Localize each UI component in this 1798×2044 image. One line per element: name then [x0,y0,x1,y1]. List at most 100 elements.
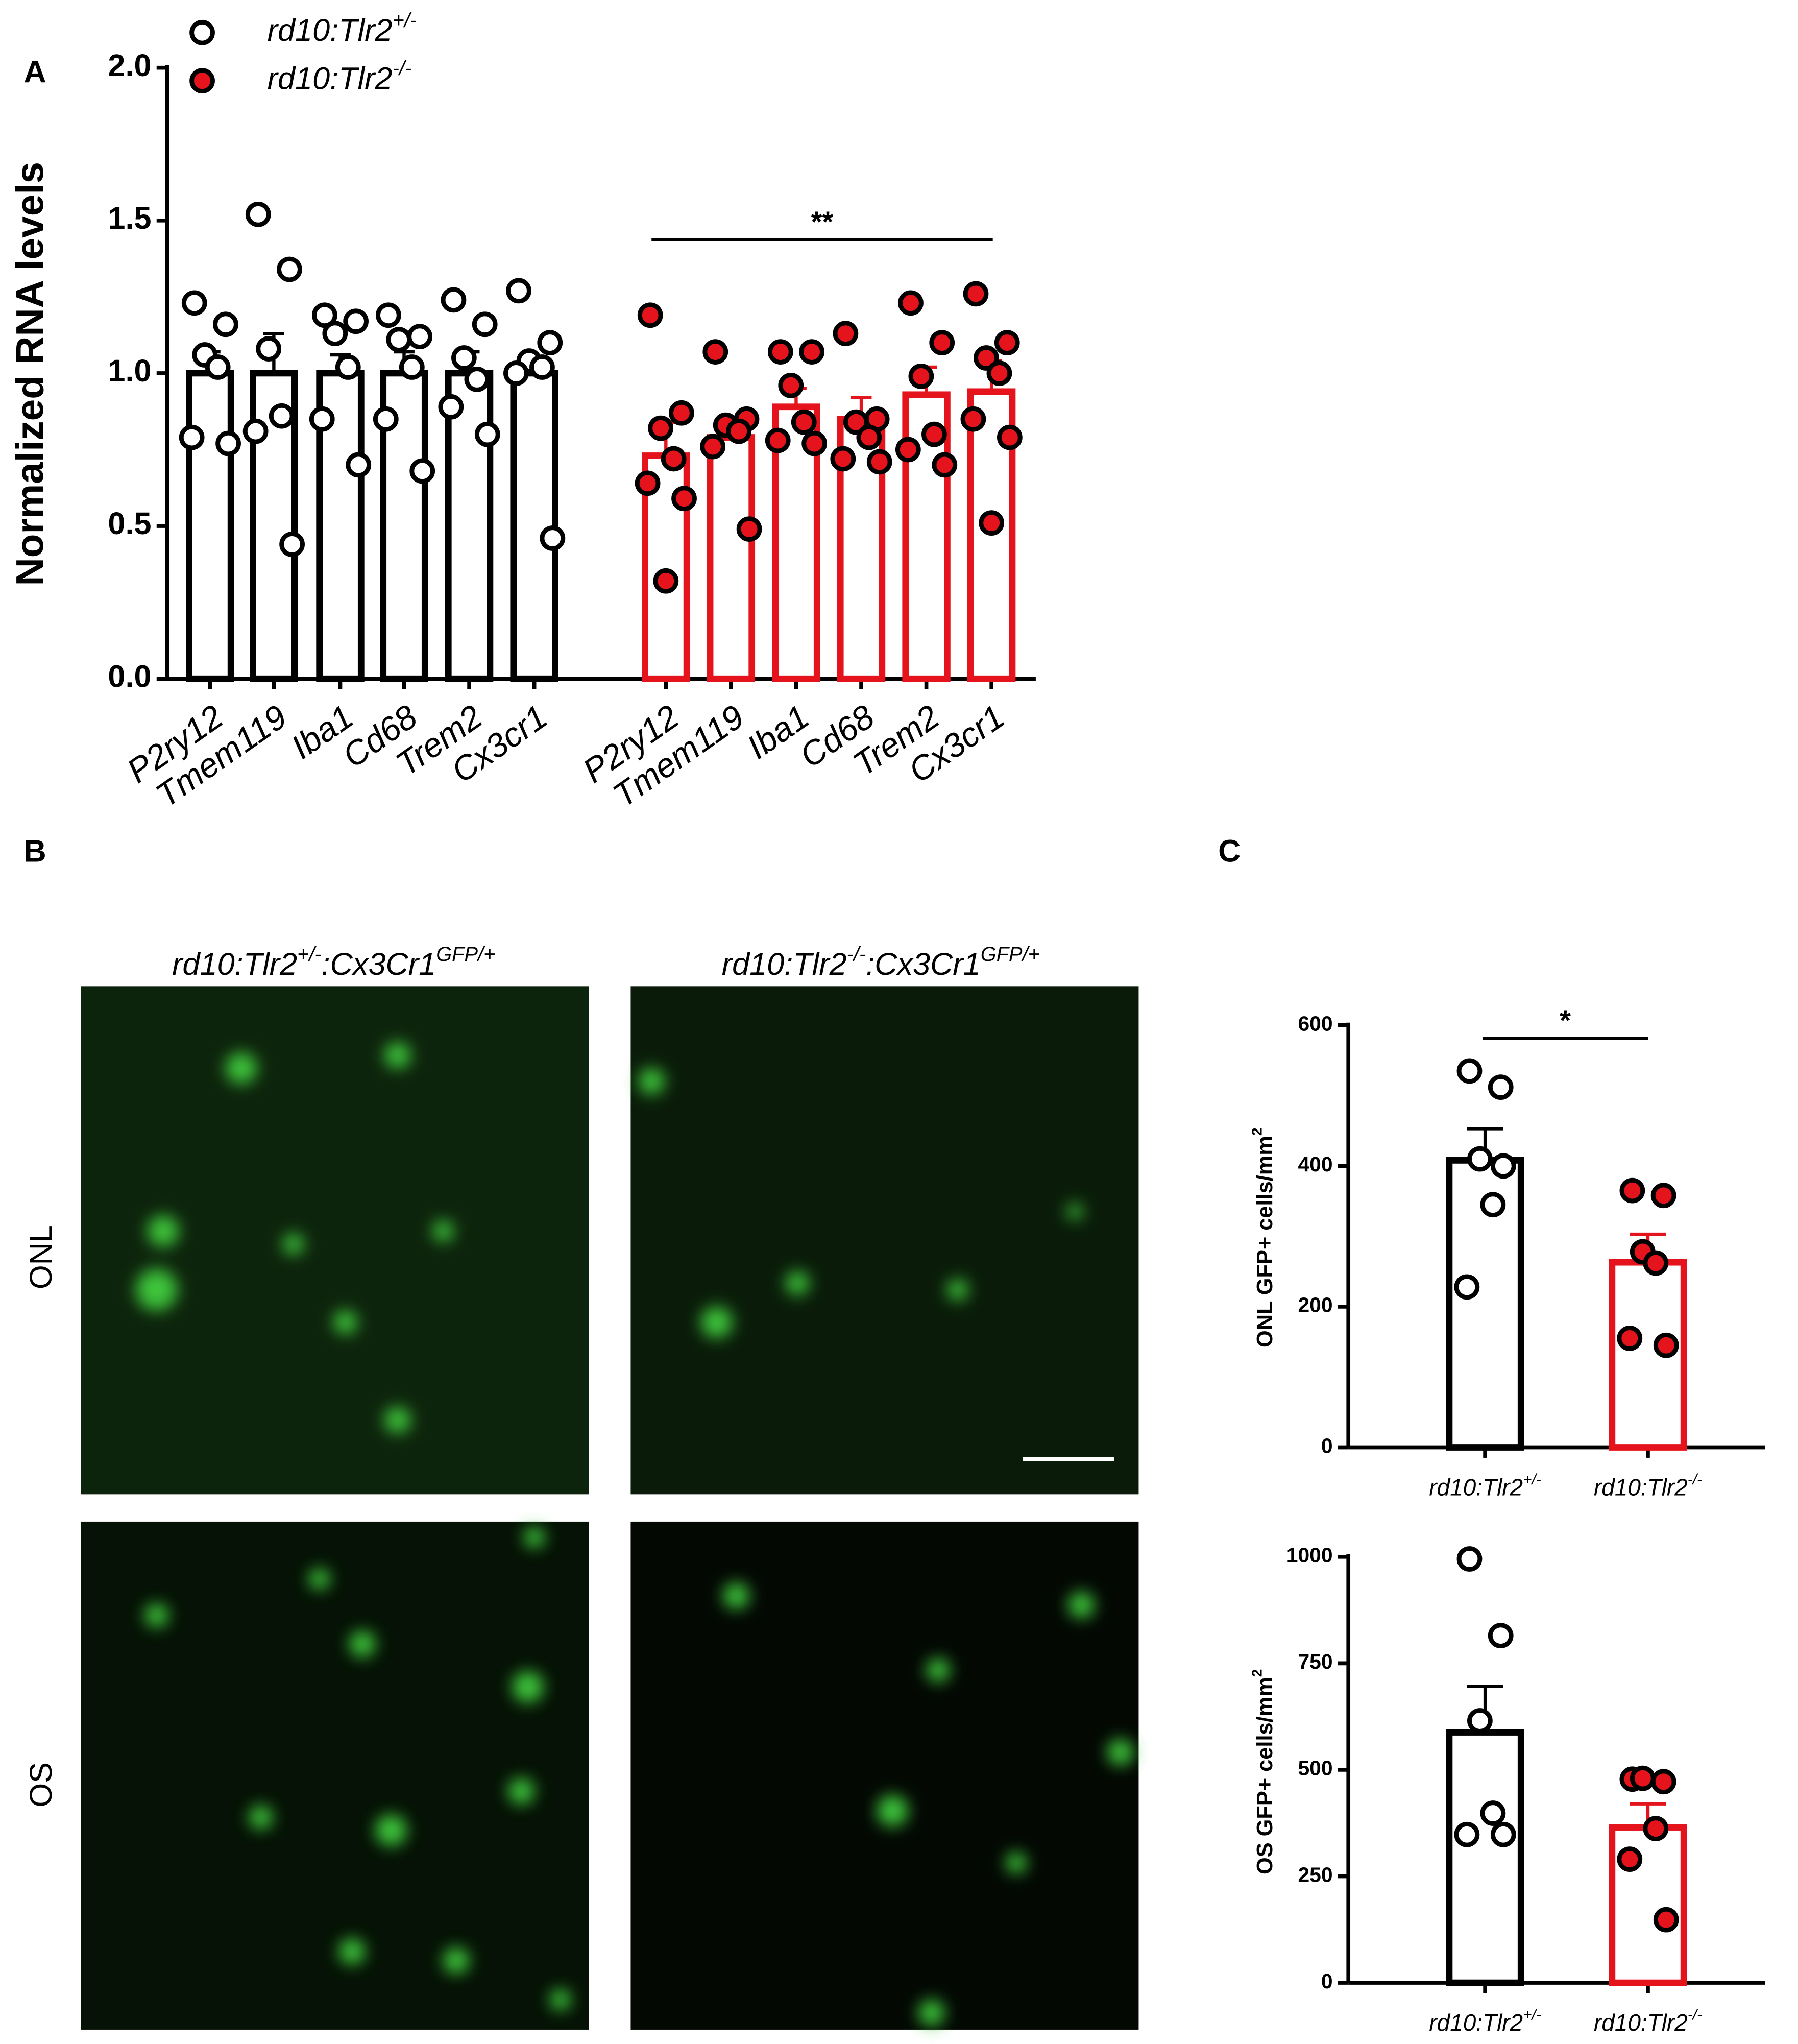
y-tick-label: 2.0 [108,48,151,83]
data-point [648,415,673,441]
data-point [895,437,921,463]
bar [1446,1729,1524,1986]
data-point [791,409,817,435]
data-point [866,449,892,475]
data-point [929,330,955,355]
legend-label: rd10:Tlr2-/- [268,57,412,96]
legend-label: rd10:Tlr2+/- [268,9,417,47]
data-point [1456,1058,1483,1084]
x-tick-label: rd10:Tlr2+/- [1429,2007,1541,2036]
data-point [700,434,726,460]
y-tick-label: 1000 [1286,1544,1333,1567]
data-point [669,400,694,426]
y-tick-label: 0 [1321,1969,1333,1993]
data-point [474,421,500,447]
data-point [376,302,401,328]
data-point [1480,1192,1506,1218]
data-point [974,345,999,371]
significance-label: * [1560,1004,1571,1037]
data-point [1454,1821,1480,1847]
y-tick-label: 0 [1321,1434,1333,1457]
data-point [843,409,869,435]
row-label: OS [23,1762,58,1807]
data-point [1650,1769,1676,1795]
data-point [997,424,1023,450]
data-point [1643,1816,1669,1841]
data-point [269,403,295,429]
data-point [335,354,361,380]
y-axis-label: OS GFP+ cells/mm2 [1249,1669,1277,1874]
data-point [1619,1177,1645,1204]
legend-marker [189,68,215,94]
data-point [1488,1074,1514,1100]
data-point [1490,1153,1516,1179]
data-point [702,339,728,365]
data-point [898,290,924,316]
cells [135,1042,1134,2026]
data-point [635,470,661,496]
data-point [503,360,529,386]
column-title: rd10:Tlr2+/-:Cx3Cr1GFP/+ [172,943,495,982]
y-tick-label: 0.5 [108,506,151,541]
data-point [932,452,958,478]
data-point [1617,1326,1643,1351]
data-point [506,278,531,304]
data-point [856,424,882,450]
micrograph [630,1521,1139,2030]
data-point [671,486,697,512]
y-tick-label: 600 [1298,1012,1332,1036]
data-point [778,373,804,398]
x-tick-label: rd10:Tlr2-/- [1594,2007,1702,2036]
panel-label: A [24,55,46,89]
data-point [979,510,1005,536]
bar [510,370,558,682]
data-point [1653,1907,1679,1933]
y-tick-label: 400 [1298,1152,1332,1176]
data-point [346,452,372,478]
data-point [537,330,563,355]
y-axis-label: Normalized RNA levels [9,162,52,586]
data-point [179,424,205,450]
y-axis-label: ONL GFP+ cells/mm2 [1249,1127,1277,1348]
data-point [409,458,435,484]
y-tick-label: 1.0 [108,353,151,388]
data-point [472,311,498,338]
data-point [181,290,207,316]
data-point [311,302,337,328]
data-point [653,568,679,594]
data-point [1467,1708,1493,1734]
data-point [322,321,348,347]
y-tick-label: 1.5 [108,201,151,235]
data-point [215,430,241,456]
y-tick-label: 200 [1298,1293,1332,1317]
data-point [438,394,464,420]
data-point [830,446,856,472]
panel-label: B [24,833,46,868]
data-point [726,418,752,444]
data-point [256,336,282,362]
data-point [277,256,302,282]
data-point [921,421,947,447]
significance-label: ** [811,206,834,238]
data-point [407,324,432,350]
data-point [799,339,824,365]
data-point [540,525,566,551]
data-point [399,354,425,380]
y-tick-label: 750 [1298,1650,1332,1673]
data-point [309,406,335,432]
micrograph [630,986,1139,1495]
column-title: rd10:Tlr2-/-:Cx3Cr1GFP/+ [722,943,1040,982]
data-point [765,427,791,453]
data-point [833,321,859,347]
data-point [986,360,1012,386]
data-point [1490,1821,1516,1847]
data-point [529,354,555,380]
data-point [1454,1274,1480,1300]
data-point [736,516,762,542]
data-point [386,327,412,353]
x-tick-label: rd10:Tlr2-/- [1594,1472,1702,1501]
data-point [908,364,934,389]
micrographs [81,986,1139,2030]
legend-marker [189,19,215,45]
